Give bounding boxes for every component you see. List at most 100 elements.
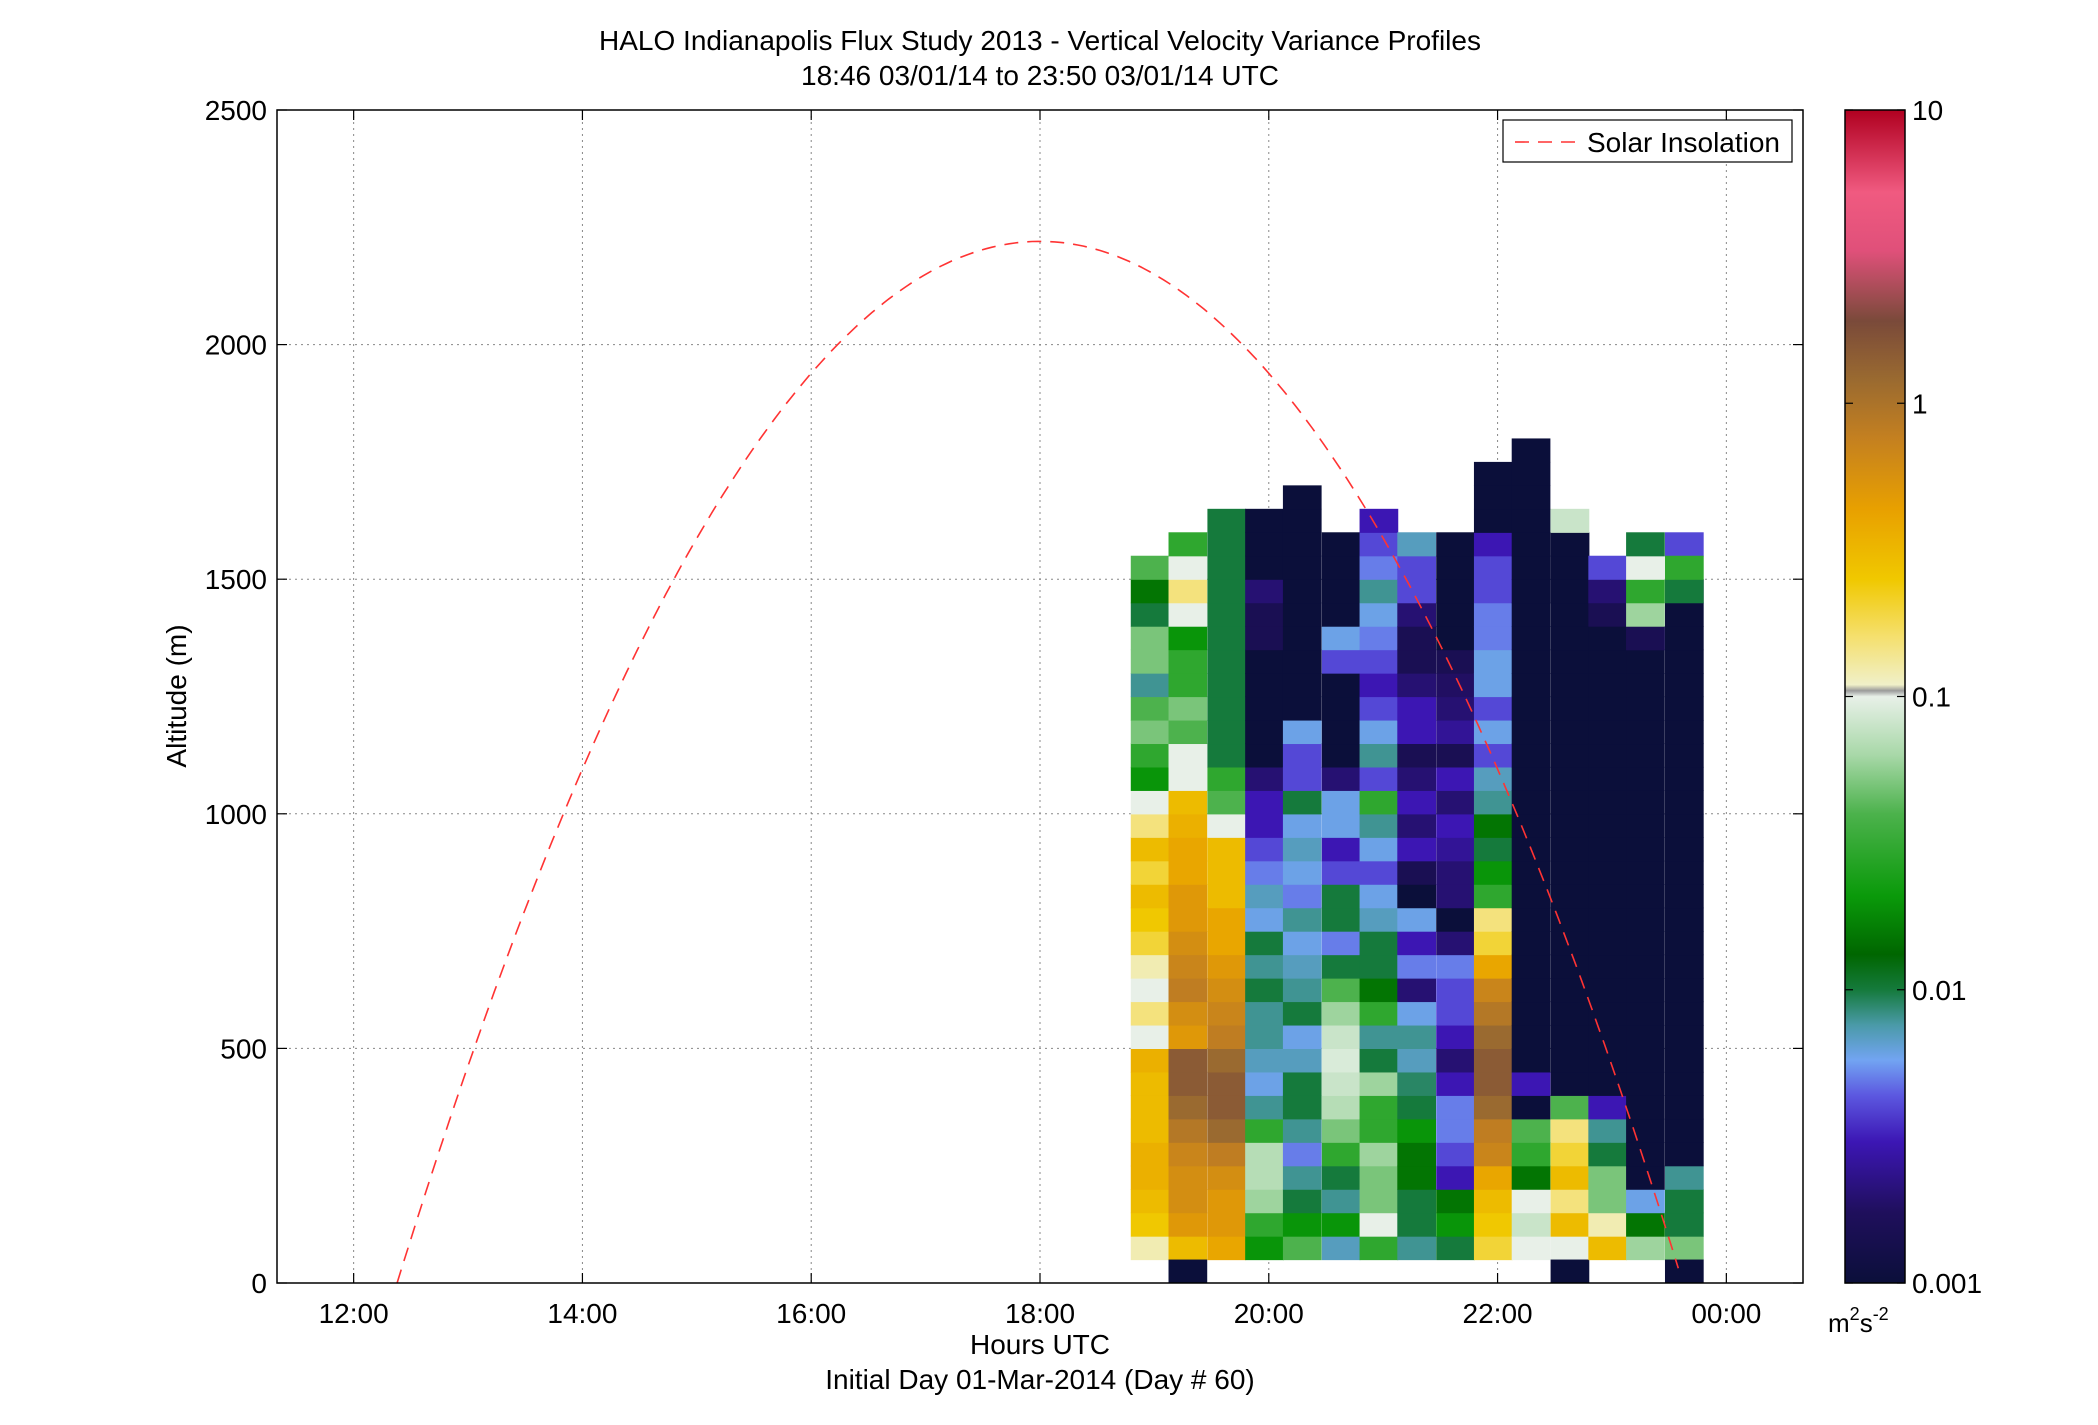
heatmap-cell bbox=[1282, 1118, 1322, 1143]
heatmap-cell bbox=[1436, 860, 1475, 885]
heatmap-cell bbox=[1282, 1189, 1322, 1214]
heatmap-cell bbox=[1550, 532, 1590, 557]
heatmap-cell bbox=[1397, 884, 1436, 909]
heatmap-cell bbox=[1207, 1142, 1247, 1167]
heatmap-cell bbox=[1550, 1189, 1590, 1214]
heatmap-cell bbox=[1473, 673, 1513, 698]
heatmap-cell bbox=[1664, 1165, 1704, 1190]
heatmap-cell bbox=[1397, 696, 1436, 721]
heatmap-cell bbox=[1436, 1071, 1475, 1096]
heatmap-cell bbox=[1245, 696, 1284, 721]
heatmap-cell bbox=[1282, 978, 1322, 1003]
heatmap-cell bbox=[1130, 555, 1170, 580]
heatmap-cell bbox=[1397, 813, 1436, 838]
heatmap-cell bbox=[1473, 978, 1513, 1003]
heatmap-cell bbox=[1168, 1142, 1208, 1167]
heatmap-cell bbox=[1511, 860, 1551, 885]
colorbar-tick-label: 0.01 bbox=[1912, 975, 1967, 1006]
heatmap-cell bbox=[1664, 743, 1704, 768]
heatmap-cell bbox=[1359, 579, 1399, 604]
heatmap-cell bbox=[1626, 649, 1665, 674]
heatmap-cell bbox=[1282, 532, 1322, 557]
heatmap-cell bbox=[1359, 978, 1399, 1003]
heatmap-cell bbox=[1436, 1165, 1475, 1190]
heatmap-cell bbox=[1168, 719, 1208, 745]
heatmap-cell bbox=[1550, 1071, 1590, 1096]
heatmap-cell bbox=[1473, 954, 1513, 979]
heatmap-cell bbox=[1282, 813, 1322, 838]
heatmap-cell bbox=[1282, 626, 1322, 651]
heatmap-cell bbox=[1359, 837, 1399, 862]
heatmap-cell bbox=[1245, 532, 1284, 557]
heatmap-cell bbox=[1473, 602, 1513, 627]
heatmap-cell bbox=[1321, 649, 1361, 674]
heatmap-cell bbox=[1359, 696, 1399, 721]
heatmap-cell bbox=[1359, 766, 1399, 791]
heatmap-cell bbox=[1473, 1118, 1513, 1143]
heatmap-cell bbox=[1436, 790, 1475, 815]
heatmap-cell bbox=[1511, 790, 1551, 815]
heatmap-cell bbox=[1245, 931, 1284, 956]
heatmap-cell bbox=[1588, 860, 1628, 885]
colorbar-unit-mid: s bbox=[1860, 1308, 1873, 1338]
heatmap-cell bbox=[1282, 1095, 1322, 1120]
heatmap-cell bbox=[1664, 696, 1704, 721]
heatmap-cell bbox=[1130, 743, 1170, 768]
heatmap-cell bbox=[1130, 1118, 1170, 1143]
heatmap-cell bbox=[1282, 555, 1322, 580]
heatmap-cell bbox=[1245, 1189, 1284, 1214]
heatmap-cell bbox=[1436, 837, 1475, 862]
heatmap-cell bbox=[1473, 1236, 1513, 1261]
heatmap-cell bbox=[1130, 719, 1170, 745]
heatmap-cell bbox=[1511, 579, 1551, 604]
heatmap-cell bbox=[1588, 837, 1628, 862]
heatmap-cell bbox=[1436, 696, 1475, 721]
heatmap-cell bbox=[1282, 954, 1322, 979]
heatmap-cell bbox=[1207, 673, 1247, 698]
heatmap-cell bbox=[1245, 1024, 1284, 1049]
grid bbox=[277, 110, 1803, 1283]
heatmap-cell bbox=[1245, 1236, 1284, 1261]
heatmap-cell bbox=[1282, 860, 1322, 885]
heatmap-cell bbox=[1511, 602, 1551, 627]
heatmap-cell bbox=[1436, 1001, 1475, 1026]
chart-subtitle: 18:46 03/01/14 to 23:50 03/01/14 UTC bbox=[801, 60, 1279, 91]
heatmap-cell bbox=[1588, 813, 1628, 838]
heatmap-cell bbox=[1588, 1118, 1628, 1143]
heatmap-cell bbox=[1397, 860, 1436, 885]
heatmap-cell bbox=[1550, 1118, 1590, 1143]
heatmap-cell bbox=[1130, 649, 1170, 674]
heatmap-cell bbox=[1511, 461, 1551, 486]
heatmap-cell bbox=[1588, 931, 1628, 956]
heatmap-cell bbox=[1359, 743, 1399, 768]
heatmap-cell bbox=[1207, 1048, 1247, 1073]
heatmap-cell bbox=[1664, 579, 1704, 604]
heatmap-cell bbox=[1473, 931, 1513, 956]
heatmap-cell bbox=[1282, 884, 1322, 909]
heatmap-cell bbox=[1359, 719, 1399, 745]
heatmap-cell bbox=[1550, 860, 1590, 885]
heatmap-cell bbox=[1664, 1189, 1704, 1214]
heatmap-cell bbox=[1245, 1118, 1284, 1143]
heatmap-cell bbox=[1207, 837, 1247, 862]
heatmap-cell bbox=[1511, 1236, 1551, 1261]
heatmap-cell bbox=[1550, 1142, 1590, 1167]
heatmap-cell bbox=[1245, 1165, 1284, 1190]
heatmap-cell bbox=[1626, 978, 1665, 1003]
heatmap-cell bbox=[1550, 602, 1590, 627]
heatmap-cell bbox=[1359, 626, 1399, 651]
heatmap-cell bbox=[1321, 931, 1361, 956]
heatmap-cell bbox=[1626, 1189, 1665, 1214]
heatmap-cell bbox=[1397, 743, 1436, 768]
heatmap-cell bbox=[1511, 1118, 1551, 1143]
heatmap-cell bbox=[1664, 602, 1704, 627]
heatmap-cell bbox=[1436, 1095, 1475, 1120]
heatmap-cell bbox=[1588, 579, 1628, 604]
heatmap-cell bbox=[1626, 673, 1665, 698]
heatmap-cell bbox=[1664, 813, 1704, 838]
heatmap-cell bbox=[1436, 884, 1475, 909]
heatmap-cell bbox=[1511, 626, 1551, 651]
heatmap-cell bbox=[1626, 555, 1665, 580]
heatmap-cell bbox=[1550, 1259, 1590, 1283]
heatmap-cell bbox=[1397, 555, 1436, 580]
